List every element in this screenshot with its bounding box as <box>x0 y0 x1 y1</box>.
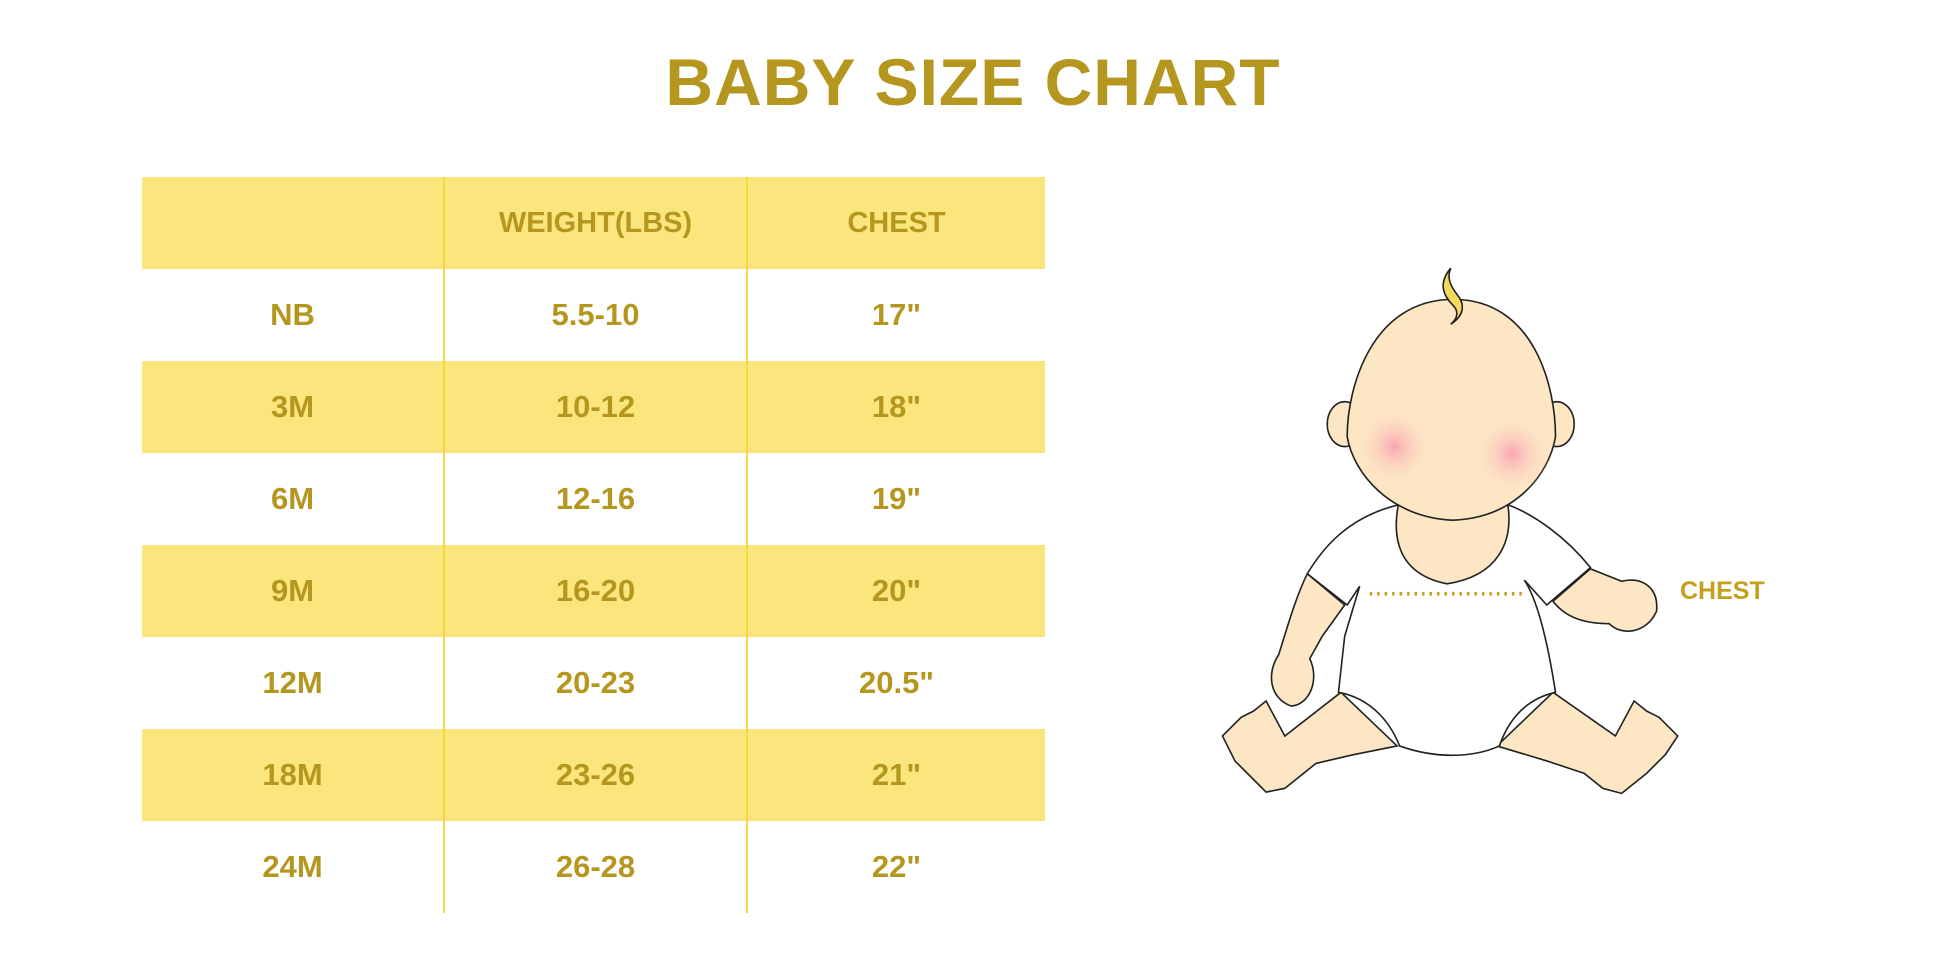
chest-cell: 21" <box>871 757 922 792</box>
size-cell: 3M <box>270 389 315 424</box>
page-title: BABY SIZE CHART <box>665 45 1281 119</box>
chest-cell: 17" <box>871 297 922 332</box>
header-chest: CHEST <box>847 206 946 239</box>
right-cheek-blush <box>1471 414 1552 494</box>
chest-cell: 20.5" <box>858 665 935 700</box>
table-row: NB 5.5-10 17" <box>142 269 1045 361</box>
chest-cell: 20" <box>871 573 922 608</box>
table-row: 3M 10-12 18" <box>142 361 1045 453</box>
weight-cell: 23-26 <box>443 729 748 821</box>
size-cell: 24M <box>262 849 323 884</box>
chest-label: CHEST <box>1680 577 1765 605</box>
weight-cell: 5.5-10 <box>443 269 748 361</box>
chest-cell: 22" <box>871 849 922 884</box>
onesie <box>1306 504 1592 757</box>
weight-cell: 16-20 <box>443 545 748 637</box>
size-table: WEIGHT(LBS) CHEST NB 5.5-10 17" 3M 10-12 18"… <box>142 177 1045 913</box>
table-row: 6M 12-16 19" <box>142 453 1045 545</box>
table-row: 24M 26-28 22" <box>142 821 1045 913</box>
weight-cell: 20-23 <box>443 637 748 729</box>
size-cell: 18M <box>262 757 323 792</box>
header-weight: WEIGHT(LBS) <box>443 177 748 269</box>
weight-cell: 10-12 <box>443 361 748 453</box>
hair-curl <box>1442 267 1464 325</box>
left-cheek-blush <box>1354 406 1435 487</box>
left-leg <box>1221 691 1399 793</box>
right-arm <box>1551 567 1658 632</box>
weight-cell: 12-16 <box>443 453 748 545</box>
chest-cell: 18" <box>871 389 922 424</box>
left-arm <box>1270 572 1346 707</box>
size-cell: 12M <box>262 665 323 700</box>
neck <box>1395 498 1510 585</box>
table-row: 9M 16-20 20" <box>142 545 1045 637</box>
table-row: 18M 23-26 21" <box>142 729 1045 821</box>
size-cell: NB <box>270 297 315 332</box>
weight-cell: 26-28 <box>443 821 748 913</box>
chest-cell: 19" <box>871 481 922 516</box>
table-row: 12M 20-23 20.5" <box>142 637 1045 729</box>
size-cell: 9M <box>270 573 315 608</box>
right-leg <box>1495 691 1679 795</box>
size-cell: 6M <box>270 481 315 516</box>
table-header-row: WEIGHT(LBS) CHEST <box>142 177 1045 269</box>
